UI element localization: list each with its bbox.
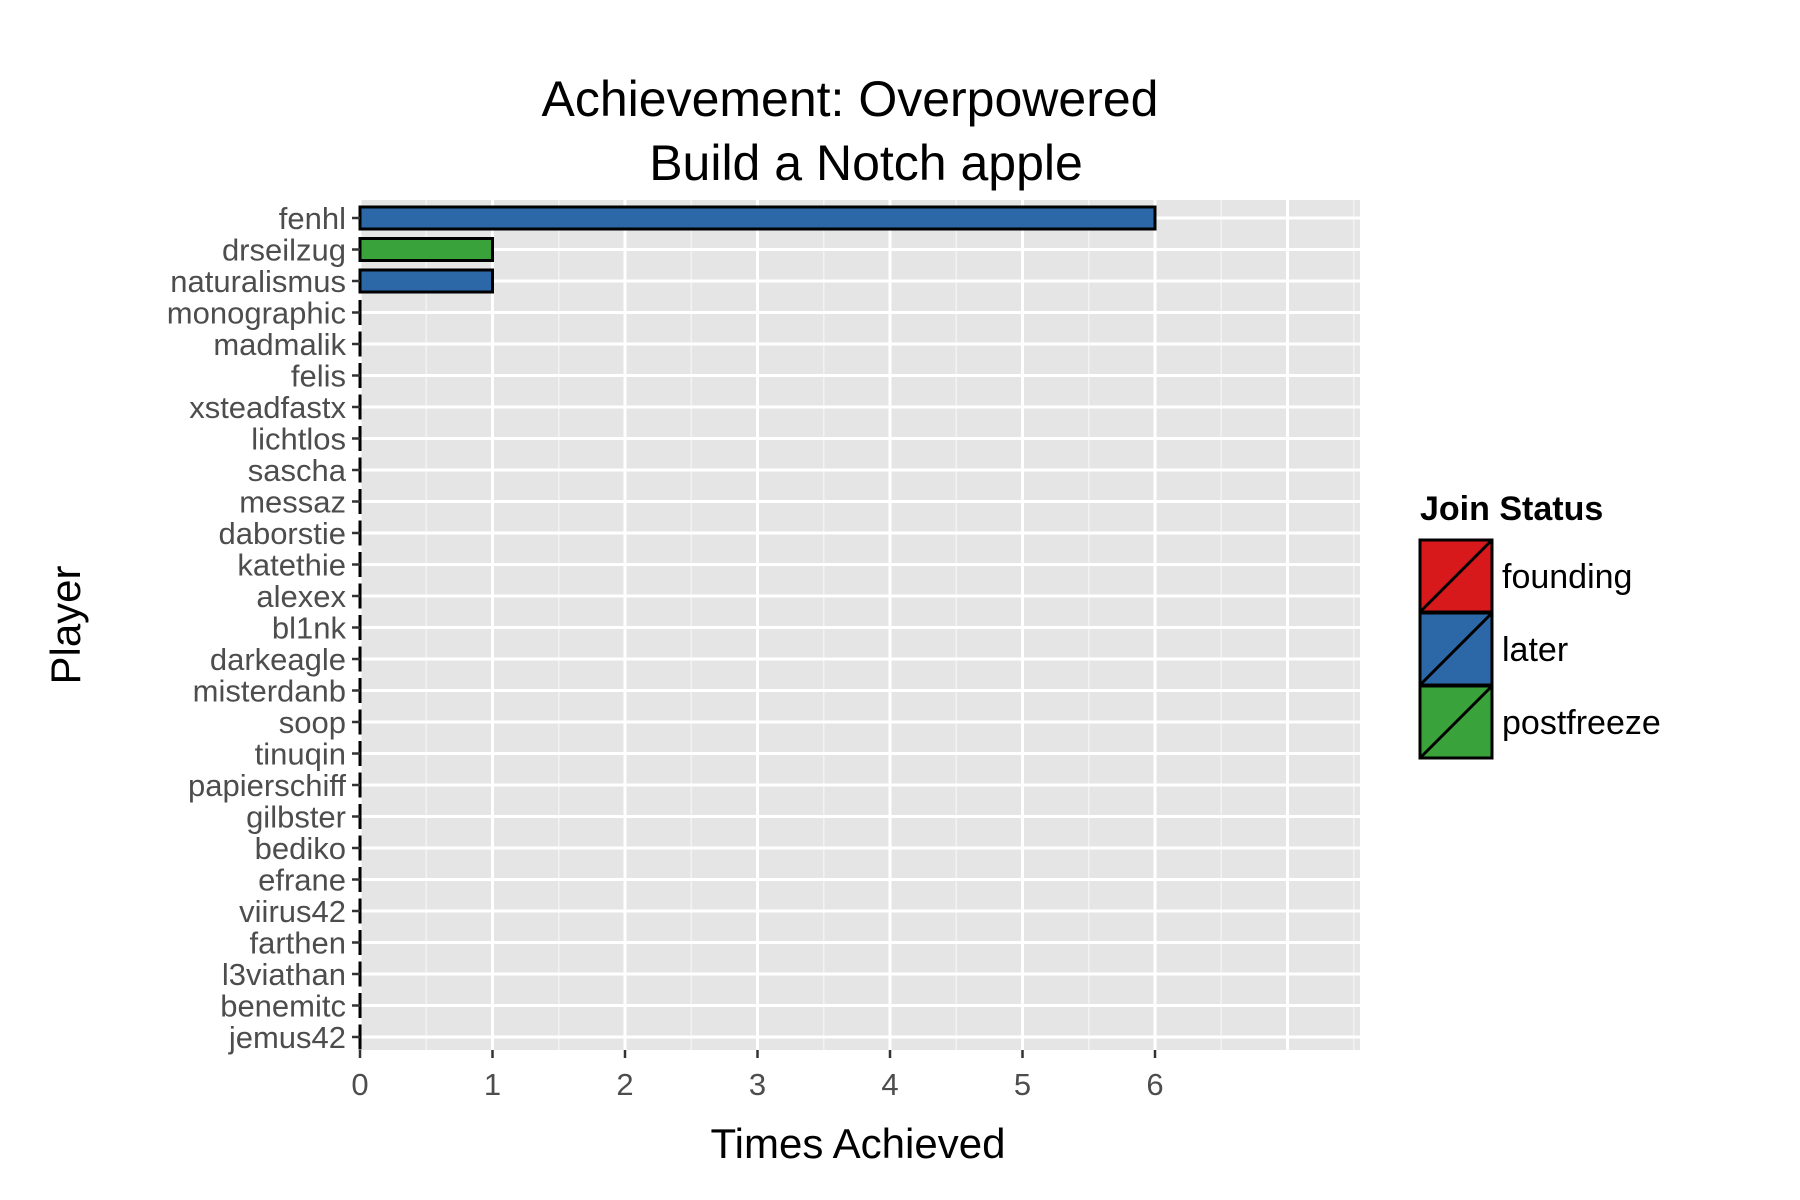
legend-label-later: later	[1502, 631, 1568, 669]
x-tick-label: 0	[351, 1067, 368, 1102]
plot-panel	[360, 200, 1360, 1050]
y-tick-label: fenhl	[279, 201, 346, 236]
legend-key-slash	[1418, 684, 1494, 760]
x-tick-label: 2	[616, 1067, 633, 1102]
y-tick-label: farthen	[249, 926, 346, 961]
y-tick-label: jemus42	[228, 1020, 346, 1055]
bar-drseilzug	[358, 237, 494, 262]
x-tick-label: 5	[1014, 1067, 1031, 1102]
y-tick-label: l3viathan	[222, 957, 346, 992]
y-tick-label: darkeagle	[210, 642, 346, 677]
legend-key-slash	[1418, 611, 1494, 687]
y-tick-label: papierschiff	[188, 768, 346, 803]
y-tick-label: sascha	[248, 453, 347, 488]
y-tick-label: naturalismus	[170, 264, 346, 299]
y-tick-label: efrane	[258, 863, 346, 898]
y-tick-label: drseilzug	[222, 233, 346, 268]
x-tick-label: 1	[484, 1067, 501, 1102]
y-axis: fenhldrseilzugnaturalismusmonographicmad…	[167, 201, 360, 1055]
y-tick-label: tinuqin	[255, 737, 346, 772]
y-tick-label: bediko	[255, 831, 346, 866]
y-tick-label: messaz	[239, 485, 346, 520]
y-tick-label: madmalik	[213, 327, 346, 362]
x-axis: 0 1 2 3 4 5 6	[351, 1050, 1164, 1102]
legend-label-founding: founding	[1502, 558, 1632, 596]
y-axis-title: Player	[42, 565, 89, 684]
y-tick-label: lichtlos	[251, 422, 346, 457]
y-tick-label: katethie	[237, 548, 346, 583]
y-tick-label: bl1nk	[272, 611, 347, 646]
legend: Join Status founding later postfreeze	[1418, 490, 1661, 760]
x-tick-label: 4	[881, 1067, 898, 1102]
legend-label-postfreeze: postfreeze	[1502, 704, 1661, 742]
bar-naturalismus	[358, 268, 494, 294]
y-tick-label: xsteadfastx	[189, 390, 346, 425]
y-tick-label: misterdanb	[193, 674, 346, 709]
y-tick-label: daborstie	[218, 516, 346, 551]
x-tick-label: 3	[749, 1067, 766, 1102]
legend-key-slash	[1418, 538, 1494, 614]
y-tick-label: gilbster	[246, 800, 346, 835]
bar-fenhl	[358, 205, 1157, 231]
y-tick-label: alexex	[256, 579, 346, 614]
y-tick-label: soop	[279, 705, 346, 740]
y-tick-label: benemitc	[220, 989, 346, 1024]
chart-title-line-2: Build a Notch apple	[649, 135, 1083, 191]
y-tick-label: felis	[291, 359, 346, 394]
chart-title-line-1: Achievement: Overpowered	[542, 71, 1159, 127]
x-tick-label: 6	[1146, 1067, 1163, 1102]
x-axis-title: Times Achieved	[711, 1120, 1006, 1167]
y-tick-label: viirus42	[239, 894, 346, 929]
y-tick-label: monographic	[167, 296, 346, 331]
grid-lines	[358, 200, 1360, 1050]
legend-title: Join Status	[1420, 490, 1603, 528]
